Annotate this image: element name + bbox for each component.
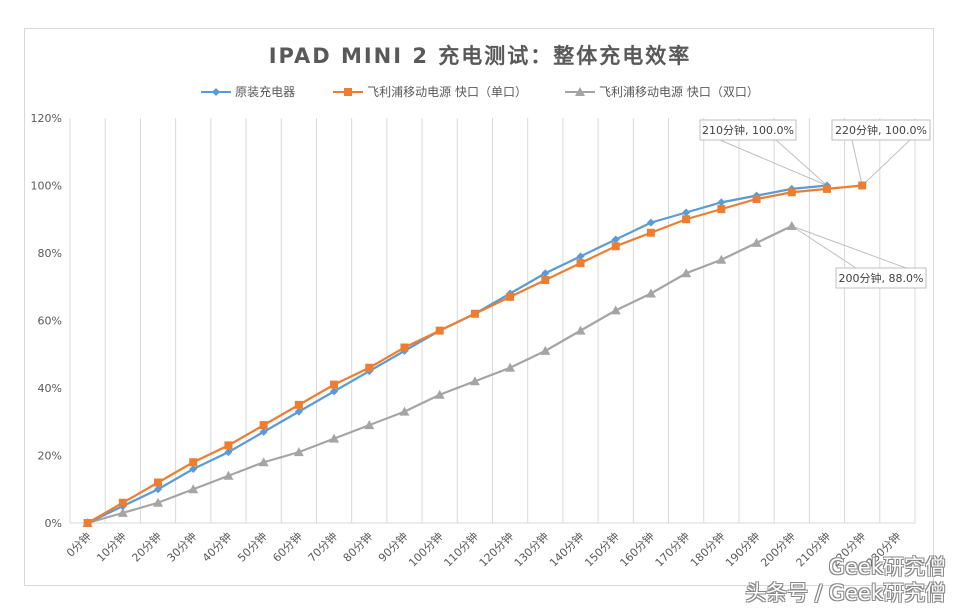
series-2: [82, 221, 797, 527]
x-tick-label: 110分钟: [441, 529, 481, 569]
chart-title: IPAD MINI 2 充电测试：整体充电效率: [268, 44, 692, 68]
leader-line: [791, 225, 907, 269]
x-tick-label: 10分钟: [94, 529, 129, 564]
x-tick-label: 160分钟: [617, 529, 657, 569]
chart-legend: 原装充电器 飞利浦移动电源 快口（单口） 飞利浦移动电源 快口（双口）: [0, 83, 960, 100]
x-tick-label: 80分钟: [340, 529, 375, 564]
x-tick-label: 60分钟: [270, 529, 305, 564]
legend-diamond-icon: [201, 87, 232, 96]
legend-label: 原装充电器: [235, 85, 296, 99]
x-tick-label: 30分钟: [164, 529, 199, 564]
x-tick-label: 70分钟: [305, 529, 340, 564]
y-tick-label: 100%: [31, 180, 62, 193]
legend-label: 飞利浦移动电源 快口（单口）: [367, 85, 527, 99]
data-label-box: [835, 267, 927, 289]
y-tick-label: 0%: [45, 517, 62, 530]
x-tick-label: 40分钟: [199, 529, 234, 564]
y-tick-label: 80%: [38, 247, 62, 260]
data-label-box: [699, 119, 797, 141]
x-tick-label: 20分钟: [129, 529, 164, 564]
leader-line: [851, 139, 863, 186]
y-tick-label: 120%: [31, 112, 62, 125]
y-tick-label: 40%: [38, 382, 62, 395]
watermark: Geek研究僧 头条号 / Geek研究僧: [745, 554, 946, 606]
data-label: 210分钟, 100.0%: [702, 123, 794, 137]
data-label: 220分钟, 100.0%: [835, 123, 927, 137]
legend-item: 原装充电器: [201, 83, 295, 100]
legend-label: 飞利浦移动电源 快口（双口）: [599, 85, 759, 99]
legend-square-icon: [333, 87, 364, 96]
x-tick-label: 150分钟: [582, 529, 622, 569]
y-tick-label: 60%: [38, 315, 62, 328]
data-label-box: [831, 119, 931, 141]
watermark-line1: Geek研究僧: [828, 555, 946, 579]
legend-item: 飞利浦移动电源 快口（双口）: [565, 83, 759, 100]
x-tick-label: 50分钟: [234, 529, 269, 564]
data-label: 200分钟, 88.0%: [839, 271, 924, 285]
x-tick-label: 130分钟: [511, 529, 551, 569]
x-tick-label: 0分钟: [63, 529, 93, 559]
leader-line: [775, 139, 828, 186]
x-tick-label: 180分钟: [687, 529, 727, 569]
series-1: [83, 181, 867, 527]
x-tick-label: 90分钟: [375, 529, 410, 564]
leader-line: [791, 225, 857, 269]
x-tick-label: 140分钟: [546, 529, 586, 569]
y-tick-label: 20%: [38, 450, 62, 463]
legend-item: 飞利浦移动电源 快口（单口）: [333, 83, 527, 100]
leader-line: [861, 139, 911, 186]
leader-line: [719, 139, 828, 186]
x-tick-label: 100分钟: [406, 529, 446, 569]
watermark-line2: 头条号 / Geek研究僧: [745, 581, 946, 605]
x-tick-label: 170分钟: [652, 529, 692, 569]
x-tick-label: 120分钟: [476, 529, 516, 569]
legend-triangle-icon: [565, 86, 595, 96]
